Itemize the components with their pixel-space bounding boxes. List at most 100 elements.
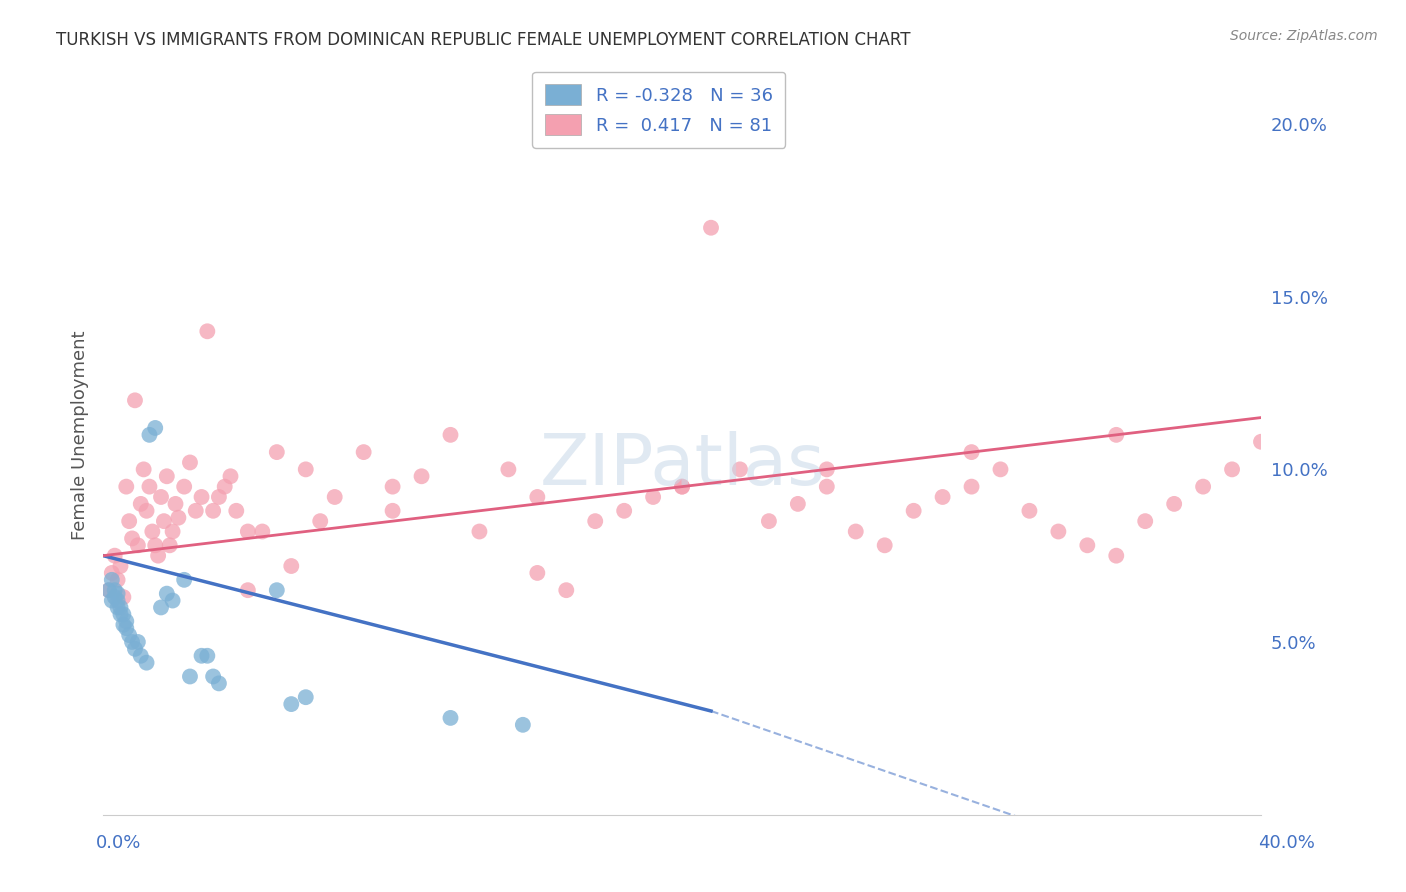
Point — [124, 393, 146, 408]
Point — [141, 524, 163, 539]
Point — [110, 600, 132, 615]
Point — [159, 538, 181, 552]
Point — [583, 514, 606, 528]
Point — [309, 514, 332, 528]
Y-axis label: Female Unemployment: Female Unemployment — [72, 330, 89, 540]
Point — [219, 469, 242, 483]
Point — [184, 504, 207, 518]
Point — [671, 480, 693, 494]
Point — [179, 455, 201, 469]
Point — [143, 538, 166, 552]
Point — [1220, 462, 1243, 476]
Point — [118, 628, 141, 642]
Point — [190, 648, 212, 663]
Point — [101, 566, 124, 580]
Point — [110, 559, 132, 574]
Point — [127, 538, 149, 552]
Point — [1163, 497, 1185, 511]
Point — [873, 538, 896, 552]
Point — [700, 220, 723, 235]
Point — [107, 587, 129, 601]
Point — [526, 490, 548, 504]
Point — [97, 583, 120, 598]
Point — [150, 490, 173, 504]
Point — [643, 490, 665, 504]
Point — [931, 490, 953, 504]
Point — [107, 573, 129, 587]
Point — [112, 607, 135, 622]
Point — [728, 462, 751, 476]
Point — [323, 490, 346, 504]
Point — [156, 469, 179, 483]
Point — [101, 573, 124, 587]
Point — [132, 462, 155, 476]
Point — [135, 656, 157, 670]
Point — [439, 427, 461, 442]
Point — [1076, 538, 1098, 552]
Point — [138, 480, 160, 494]
Point — [845, 524, 868, 539]
Point — [121, 532, 143, 546]
Point — [236, 524, 259, 539]
Point — [815, 462, 838, 476]
Point — [208, 676, 231, 690]
Point — [127, 635, 149, 649]
Point — [202, 669, 225, 683]
Point — [990, 462, 1012, 476]
Point — [225, 504, 247, 518]
Point — [121, 635, 143, 649]
Point — [1105, 427, 1128, 442]
Point — [280, 697, 302, 711]
Point — [165, 497, 187, 511]
Point — [252, 524, 274, 539]
Point — [129, 497, 152, 511]
Point — [381, 480, 404, 494]
Point — [214, 480, 236, 494]
Point — [1135, 514, 1157, 528]
Point — [786, 497, 808, 511]
Point — [526, 566, 548, 580]
Text: TURKISH VS IMMIGRANTS FROM DOMINICAN REPUBLIC FEMALE UNEMPLOYMENT CORRELATION CH: TURKISH VS IMMIGRANTS FROM DOMINICAN REP… — [56, 31, 911, 49]
Point — [381, 504, 404, 518]
Point — [115, 621, 138, 635]
Point — [758, 514, 780, 528]
Point — [236, 583, 259, 598]
Point — [107, 600, 129, 615]
Point — [162, 524, 184, 539]
Point — [671, 480, 693, 494]
Point — [1018, 504, 1040, 518]
Point — [411, 469, 433, 483]
Point — [118, 514, 141, 528]
Point — [112, 590, 135, 604]
Point — [143, 421, 166, 435]
Point — [110, 607, 132, 622]
Point — [1192, 480, 1215, 494]
Point — [195, 324, 218, 338]
Point — [555, 583, 578, 598]
Legend: R = -0.328   N = 36, R =  0.417   N = 81: R = -0.328 N = 36, R = 0.417 N = 81 — [533, 71, 786, 148]
Point — [156, 587, 179, 601]
Point — [104, 590, 127, 604]
Point — [1250, 434, 1272, 449]
Point — [153, 514, 176, 528]
Point — [195, 648, 218, 663]
Point — [202, 504, 225, 518]
Point — [294, 462, 316, 476]
Point — [138, 427, 160, 442]
Point — [190, 490, 212, 504]
Point — [266, 445, 288, 459]
Text: ZIPatlas: ZIPatlas — [540, 431, 825, 500]
Text: 0.0%: 0.0% — [96, 834, 141, 852]
Point — [104, 583, 127, 598]
Point — [960, 445, 983, 459]
Point — [97, 583, 120, 598]
Point — [208, 490, 231, 504]
Point — [150, 600, 173, 615]
Point — [107, 593, 129, 607]
Point — [613, 504, 636, 518]
Point — [173, 573, 195, 587]
Point — [124, 641, 146, 656]
Point — [115, 614, 138, 628]
Point — [146, 549, 169, 563]
Point — [266, 583, 288, 598]
